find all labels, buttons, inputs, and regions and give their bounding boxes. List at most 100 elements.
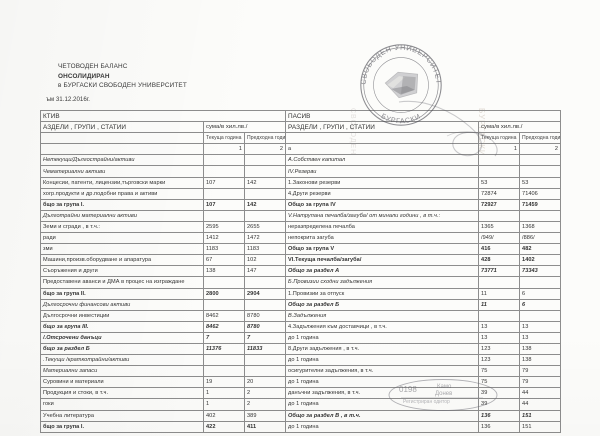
liability-value-current: 72874 bbox=[478, 187, 521, 200]
asset-value-current: 2595 bbox=[203, 220, 245, 234]
assets-col-previous: Предходна година bbox=[243, 132, 287, 145]
liability-value-current: 75 bbox=[478, 365, 521, 378]
asset-value-current: 67 bbox=[203, 254, 245, 267]
assets-index-spacer bbox=[40, 143, 204, 156]
liability-value-current: 13 bbox=[478, 320, 521, 333]
liability-row-label: VI.Текуща печалба/загуба/ bbox=[285, 254, 480, 267]
asset-row-label: бщо за група I. bbox=[40, 198, 204, 211]
table-row: Нетекущи/Дългострайни/активи А.Собствен к… bbox=[40, 154, 562, 167]
liability-value-previous bbox=[519, 276, 562, 289]
asset-row-label: Дълготрайни материални активи bbox=[40, 209, 204, 222]
table-row: ради 1412 1472 непокрита загуба/949//886/ bbox=[40, 232, 562, 245]
asset-row-label: Дългосрочни финансови активи bbox=[40, 298, 204, 311]
asset-value-current bbox=[203, 165, 245, 178]
liabilities-col-current: Текуща година bbox=[478, 132, 521, 145]
table-row: Материални запаси осигурителни задължения… bbox=[40, 365, 562, 378]
assets-heading: КТИВ bbox=[39, 109, 287, 123]
liability-value-previous: 44 bbox=[519, 398, 562, 411]
liability-value-current: 136 bbox=[478, 409, 521, 422]
liability-value-current: 428 bbox=[478, 254, 521, 267]
assets-col-current: Текуща година bbox=[203, 132, 245, 145]
asset-value-current: 107 bbox=[203, 176, 245, 189]
table-header-row-index: 1 2 а 1 2 bbox=[40, 143, 562, 156]
asset-value-previous: 11833 bbox=[243, 342, 287, 356]
liability-row-label: до 1 година bbox=[285, 331, 480, 344]
liability-row-label: 4.Задължения към доставчици , в т.ч. bbox=[285, 320, 480, 333]
asset-row-label: Продукция и стоки, в т.ч. bbox=[40, 387, 204, 400]
assets-index-previous: 2 bbox=[243, 143, 287, 156]
liability-value-previous bbox=[519, 209, 562, 222]
table-row: /.Отсрочени данъци 7 7 до 1 година 13 13 bbox=[40, 331, 562, 344]
liability-value-current bbox=[478, 154, 521, 167]
liability-value-current bbox=[478, 276, 521, 289]
asset-value-previous bbox=[243, 209, 287, 222]
table-row: бщо за група III. 8462 8780 4.Задължения къ… bbox=[40, 320, 562, 333]
liabilities-subheading: РАЗДЕЛИ , ГРУПИ , СТАТИИ bbox=[285, 121, 480, 134]
liability-row-label: А.Собствен капитал bbox=[285, 154, 480, 167]
liability-value-current: 75 bbox=[478, 376, 521, 389]
liability-row-label: IV.Резерви bbox=[285, 165, 480, 178]
table-row: зми 1183 1183 Общо за група V 416 482 bbox=[40, 243, 562, 256]
balance-sheet-table-wrapper: КТИВ ПАСИВ АЗДЕЛИ , ГРУПИ , СТАТИИ сума/… bbox=[39, 109, 562, 433]
liability-value-previous: 6 bbox=[519, 298, 562, 311]
liabilities-heading: ПАСИВ bbox=[285, 109, 562, 123]
asset-value-current: 402 bbox=[203, 409, 245, 422]
liability-value-previous: 71406 bbox=[519, 187, 562, 200]
asset-value-previous: 102 bbox=[243, 254, 287, 267]
liability-value-previous bbox=[519, 309, 562, 322]
asset-value-current: 1183 bbox=[203, 243, 245, 256]
liability-value-current bbox=[478, 209, 521, 222]
asset-value-previous: 2904 bbox=[243, 287, 287, 300]
asset-value-current: 11376 bbox=[203, 342, 245, 356]
liabilities-index-current: 1 bbox=[478, 143, 521, 156]
table-header-row-sub: АЗДЕЛИ , ГРУПИ , СТАТИИ сума/в хил.лв./ … bbox=[40, 121, 562, 134]
asset-row-label: Чематериални активи bbox=[40, 165, 204, 178]
asset-value-previous: 1183 bbox=[243, 243, 287, 256]
asset-value-previous: 8780 bbox=[243, 320, 287, 333]
asset-value-previous bbox=[243, 276, 287, 289]
asset-value-current: 8462 bbox=[203, 309, 245, 322]
liability-row-label: Б.Провизии сходни задължения bbox=[285, 276, 480, 289]
asset-row-label: Машини,произв.оборудване и апаратура bbox=[40, 254, 204, 267]
asset-value-previous bbox=[243, 187, 287, 200]
liabilities-index-letter: а bbox=[285, 143, 480, 156]
asset-value-current bbox=[203, 209, 245, 222]
liability-row-label: до 1 година bbox=[285, 354, 480, 367]
asset-value-current: 1412 bbox=[203, 232, 245, 245]
assets-spacer-cell bbox=[40, 132, 204, 145]
table-row: Съоръжения и други 138 147 Общо за раздел А… bbox=[40, 265, 562, 278]
table-row: бщо за група I. 422 411 до 1 година 136 151 bbox=[40, 420, 562, 433]
liabilities-index-previous: 2 bbox=[519, 143, 562, 156]
liability-row-label: Общо за раздел Б bbox=[285, 298, 480, 311]
asset-value-previous bbox=[243, 354, 287, 367]
liability-value-previous: 1368 bbox=[519, 220, 562, 234]
asset-row-label: Учебна литература bbox=[40, 409, 204, 422]
asset-value-current: 107 bbox=[203, 198, 245, 211]
asset-row-label: Материални запаси bbox=[40, 365, 204, 378]
liability-value-previous bbox=[519, 154, 562, 167]
asset-value-previous: 7 bbox=[243, 331, 287, 344]
liability-value-current: 416 bbox=[478, 243, 521, 256]
liability-value-previous: 79 bbox=[519, 376, 562, 389]
table-row: Земи и сгради , в т.ч.: 2595 2655 неразпред… bbox=[40, 220, 562, 234]
asset-value-previous bbox=[243, 365, 287, 378]
asset-row-label: бщо за група III. bbox=[40, 320, 204, 333]
asset-row-label: Нетекущи/Дългострайни/активи bbox=[40, 154, 204, 167]
liability-value-current: 39 bbox=[478, 387, 521, 400]
asset-value-previous bbox=[243, 154, 287, 167]
document-title-block: ЧЕТОВОДЕН БАЛАНС ОНСОЛИДИРАН в БУРГАСКИ … bbox=[58, 62, 187, 91]
document-title-line-1: ЧЕТОВОДЕН БАЛАНС bbox=[58, 63, 128, 70]
asset-row-label: /.Отсрочени данъци bbox=[40, 331, 204, 344]
liability-value-current: 13 bbox=[478, 331, 521, 344]
asset-value-current: 138 bbox=[203, 265, 245, 278]
asset-row-label: ради bbox=[40, 232, 204, 245]
asset-row-label: Дългосрочни инвестиции bbox=[40, 309, 204, 322]
asset-value-current: 1 bbox=[203, 398, 245, 411]
asset-row-label: Съоръжения и други bbox=[40, 265, 204, 278]
table-row: Продукция и стоки, в т.ч. 1 2 данъчни задъл… bbox=[40, 387, 562, 400]
liability-value-previous: 138 bbox=[519, 354, 562, 367]
liability-value-current bbox=[478, 309, 521, 322]
liability-value-previous: 151 bbox=[519, 409, 562, 422]
liability-row-label: до 1 година bbox=[285, 420, 480, 433]
asset-row-label: хогр.продукти и др.подобни права и актив… bbox=[40, 187, 204, 200]
